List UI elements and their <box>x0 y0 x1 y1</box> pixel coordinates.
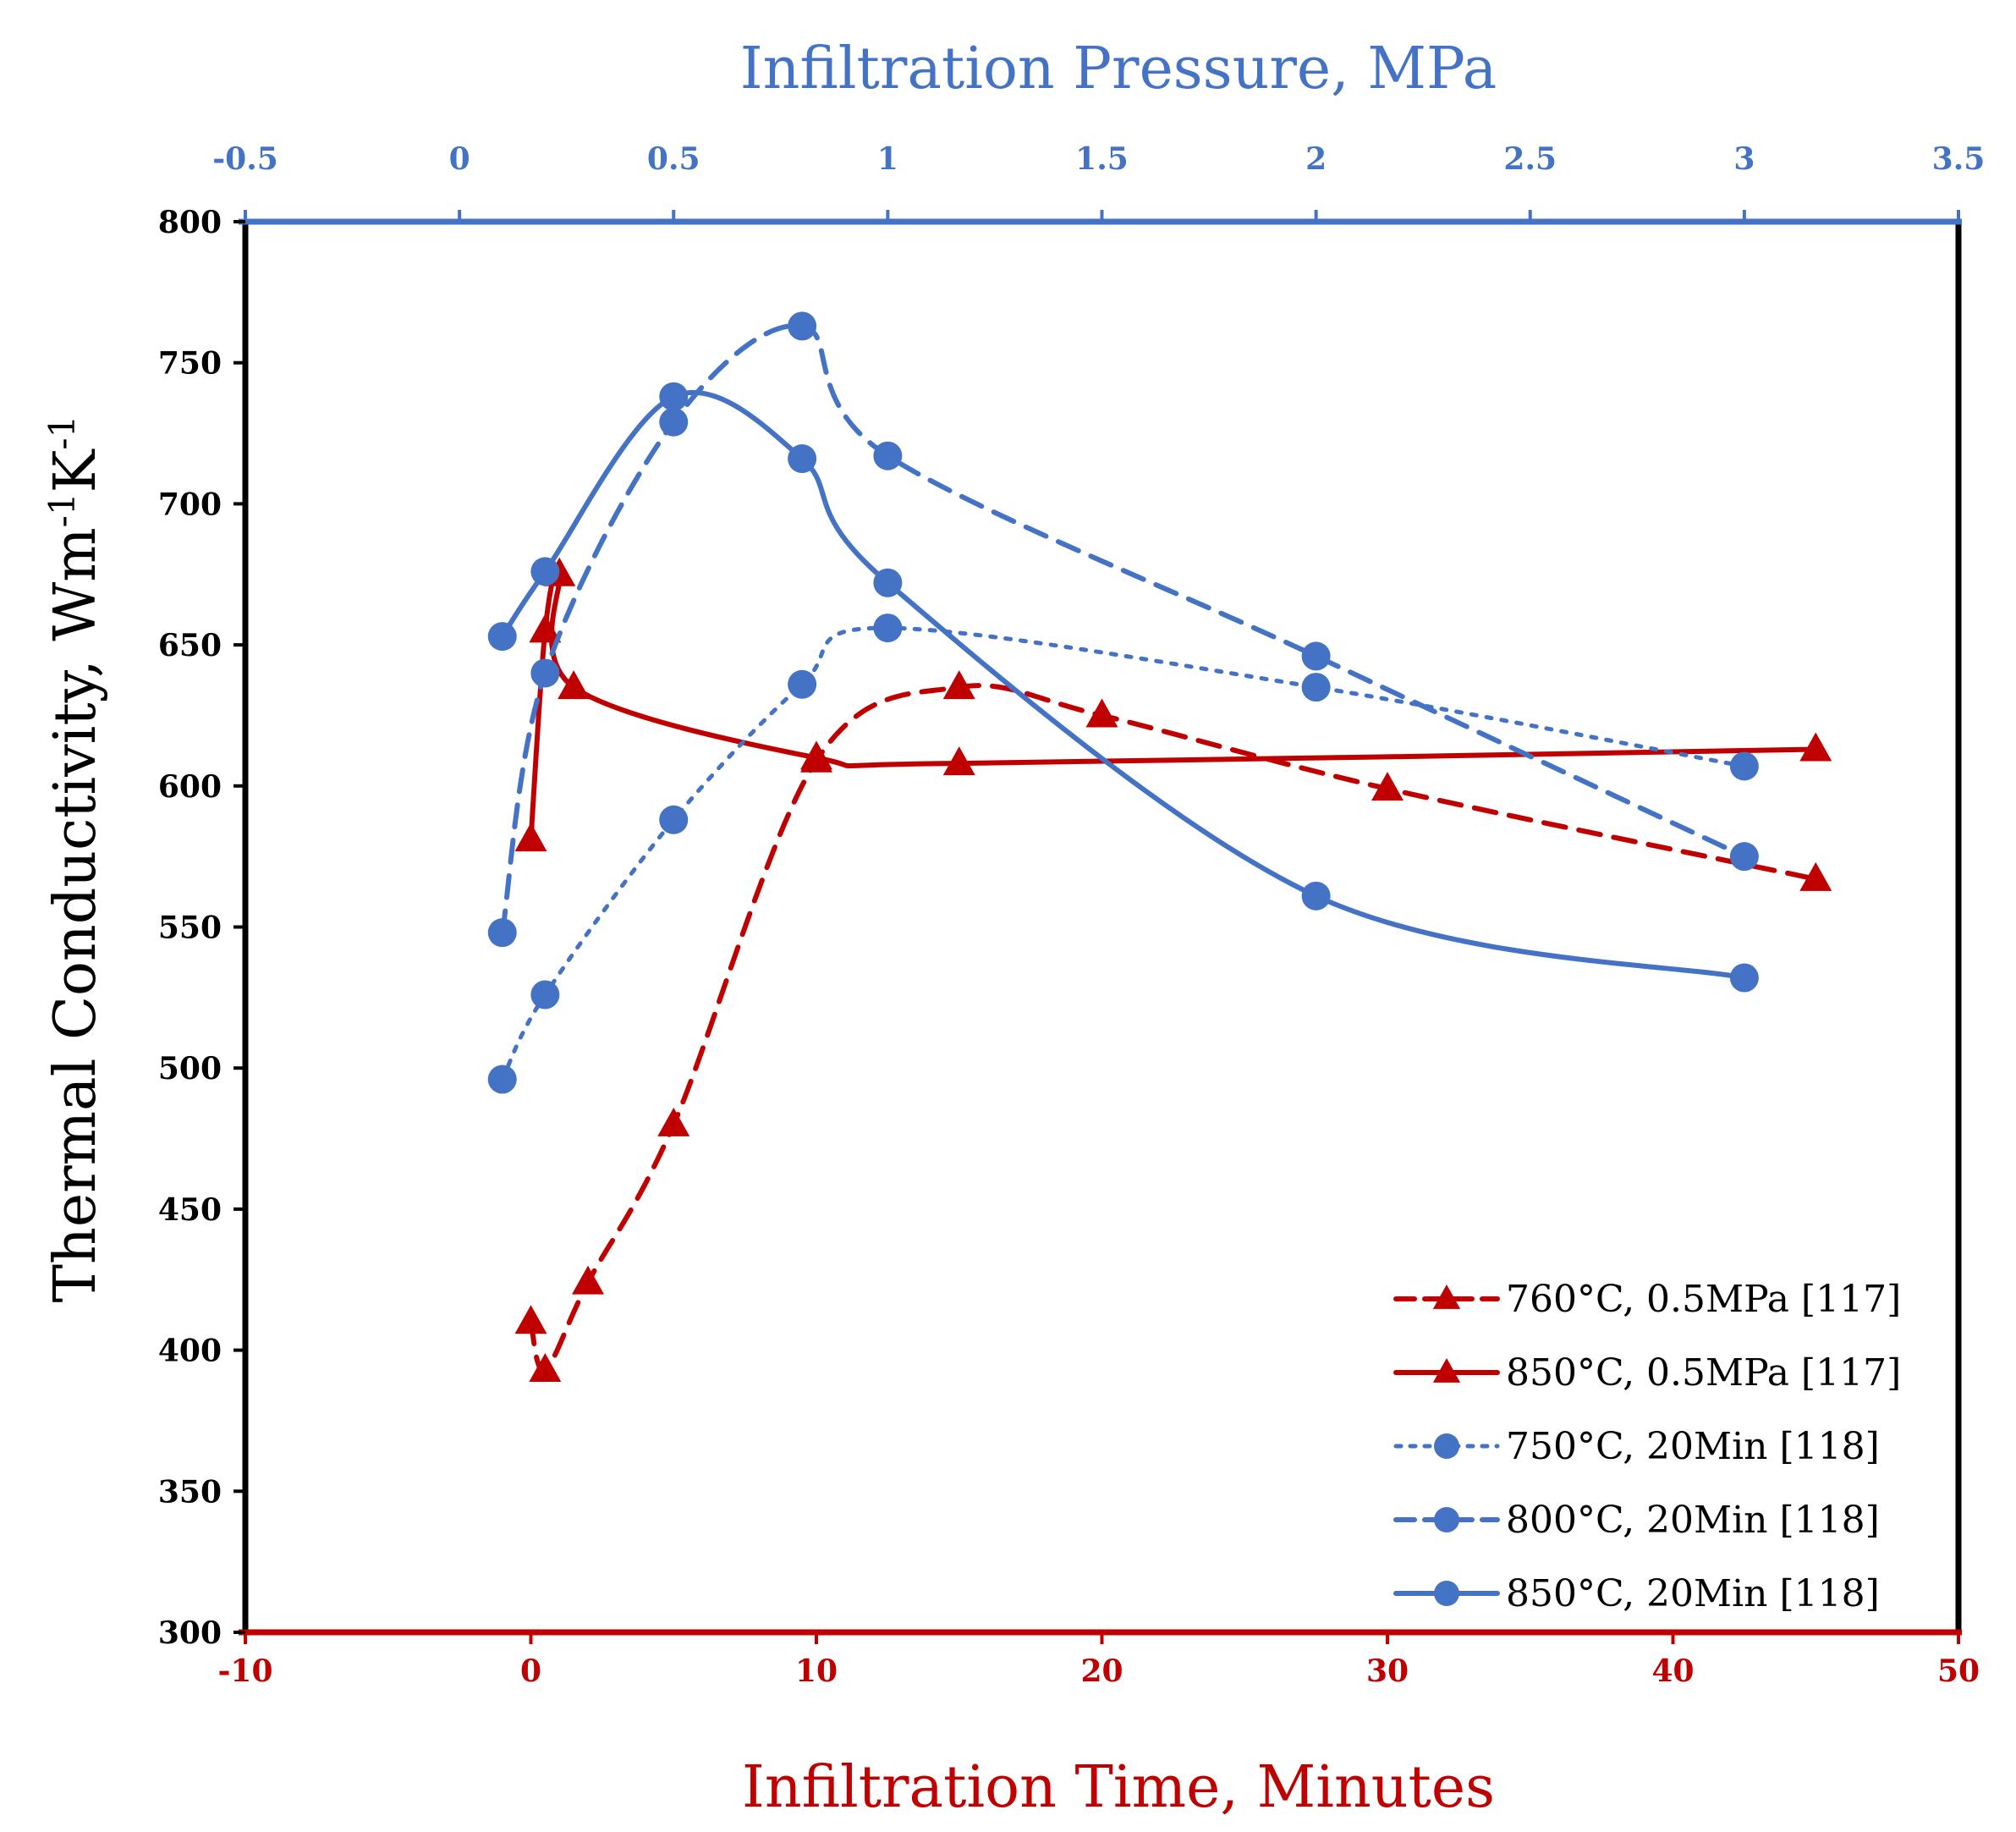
y-tick-label: 700 <box>158 487 222 522</box>
series-4-point <box>530 658 560 688</box>
series-4 <box>487 311 1759 948</box>
series-4-line <box>499 322 1747 936</box>
legend-marker <box>1432 1358 1461 1383</box>
legend-label: 750°C, 20Min [118] <box>1506 1425 1880 1468</box>
series-1 <box>514 670 1832 1382</box>
x-tick-label: 0 <box>520 1653 541 1689</box>
series-3-point <box>1729 751 1759 781</box>
y-axis-title-unit: K <box>42 448 109 492</box>
x2-tick-label: 2 <box>1305 141 1327 177</box>
x2-tick-label: 3 <box>1733 141 1755 177</box>
legend-label: 850°C, 0.5MPa [117] <box>1506 1351 1901 1395</box>
series-4-point <box>1729 842 1759 872</box>
series-5-point <box>1301 881 1331 910</box>
x2-tick-label: 1.5 <box>1075 141 1129 177</box>
series-2-point <box>800 740 832 770</box>
legend-label: 760°C, 0.5MPa [117] <box>1506 1278 1901 1321</box>
series-4-point <box>487 918 517 948</box>
series-5-point <box>788 444 817 474</box>
y-axis-title: Thermal Conductivity, Wm-1K-1 <box>41 415 109 1303</box>
legend-marker <box>1432 1285 1461 1309</box>
x2-tick-label: 1 <box>877 141 898 177</box>
y-tick-label: 750 <box>158 346 222 382</box>
x-tick-label: 30 <box>1366 1653 1409 1689</box>
series-5-point <box>873 568 903 597</box>
y-tick-label: 550 <box>158 910 222 946</box>
y-tick-label: 650 <box>158 628 222 663</box>
series-3-point <box>788 669 817 699</box>
y-axis-title-main: Thermal Conductivity, Wm <box>42 527 109 1302</box>
y-axis-title-sup2: -1 <box>41 415 83 450</box>
series-4-point <box>659 407 689 437</box>
series-3-point <box>1301 673 1331 702</box>
series-2-point <box>558 670 591 700</box>
x-tick-label: -10 <box>217 1653 272 1689</box>
series-4-point <box>873 441 903 470</box>
y-tick-label: 300 <box>158 1615 222 1651</box>
series-5-line <box>499 389 1747 981</box>
axis-ticks: -10 0 10 20 30 40 50 -0.5 0 0.5 1 1.5 2 2.5 3 3.5 300 350… <box>158 141 1985 1689</box>
x2-axis-title: Infiltration Pressure, MPa <box>740 36 1497 102</box>
series-3-line <box>500 625 1747 1081</box>
series-3 <box>487 613 1759 1094</box>
series-3-point <box>659 805 689 834</box>
series-5-point <box>487 622 517 652</box>
y-axis-title-sup1: -1 <box>41 492 83 527</box>
series-4-point <box>1301 641 1331 671</box>
y-tick-label: 600 <box>158 769 222 805</box>
series-2-point <box>1799 732 1832 762</box>
series-1-point <box>514 1305 547 1334</box>
series-1-point <box>657 1107 690 1136</box>
x-tick-label: 20 <box>1080 1653 1123 1689</box>
series-1-point <box>529 1352 562 1382</box>
series-5 <box>487 382 1759 993</box>
series-1-point <box>1799 861 1832 891</box>
series-2-point <box>942 746 975 776</box>
legend-marker <box>1434 1507 1459 1532</box>
x-axis-title: Infiltration Time, Minutes <box>742 1754 1495 1821</box>
x2-tick-label: 3.5 <box>1932 141 1986 177</box>
series-4-point <box>788 311 817 341</box>
y-tick-label: 350 <box>158 1474 222 1510</box>
x2-tick-label: 0.5 <box>647 141 700 177</box>
x2-tick-label: 0 <box>449 141 470 177</box>
y-tick-label: 800 <box>158 205 222 240</box>
legend-label: 850°C, 20Min [118] <box>1506 1572 1880 1615</box>
series-2-point <box>529 613 562 643</box>
series-2 <box>514 557 1832 852</box>
series-5-point <box>530 557 560 586</box>
series-2-point <box>514 822 547 852</box>
y-tick-label: 400 <box>158 1334 222 1369</box>
series-1-point <box>1371 772 1404 801</box>
y-tick-label: 450 <box>158 1192 222 1228</box>
x-tick-label: 10 <box>795 1653 838 1689</box>
series-1-point <box>572 1265 604 1295</box>
series-2-line <box>528 569 1819 843</box>
series-3-point <box>873 613 903 643</box>
series-1-point <box>942 670 975 700</box>
series-3-point <box>487 1065 517 1094</box>
series-layer <box>487 311 1832 1382</box>
x2-tick-label: 2.5 <box>1503 141 1557 177</box>
series-3-point <box>530 980 560 1010</box>
legend-label: 800°C, 20Min [118] <box>1506 1499 1880 1542</box>
series-5-point <box>1729 963 1759 993</box>
x-tick-label: 40 <box>1651 1653 1694 1689</box>
y-tick-label: 500 <box>158 1051 222 1087</box>
series-5-point <box>659 382 689 411</box>
series-1-line <box>528 683 1819 1373</box>
x-tick-label: 50 <box>1937 1653 1980 1689</box>
series-1-point <box>1085 698 1118 728</box>
legend: 760°C, 0.5MPa [117] 850°C, 0.5MPa [117] 75… <box>1393 1278 1901 1615</box>
legend-marker <box>1434 1433 1459 1459</box>
x2-tick-label: -0.5 <box>212 141 278 177</box>
legend-marker <box>1434 1581 1459 1606</box>
